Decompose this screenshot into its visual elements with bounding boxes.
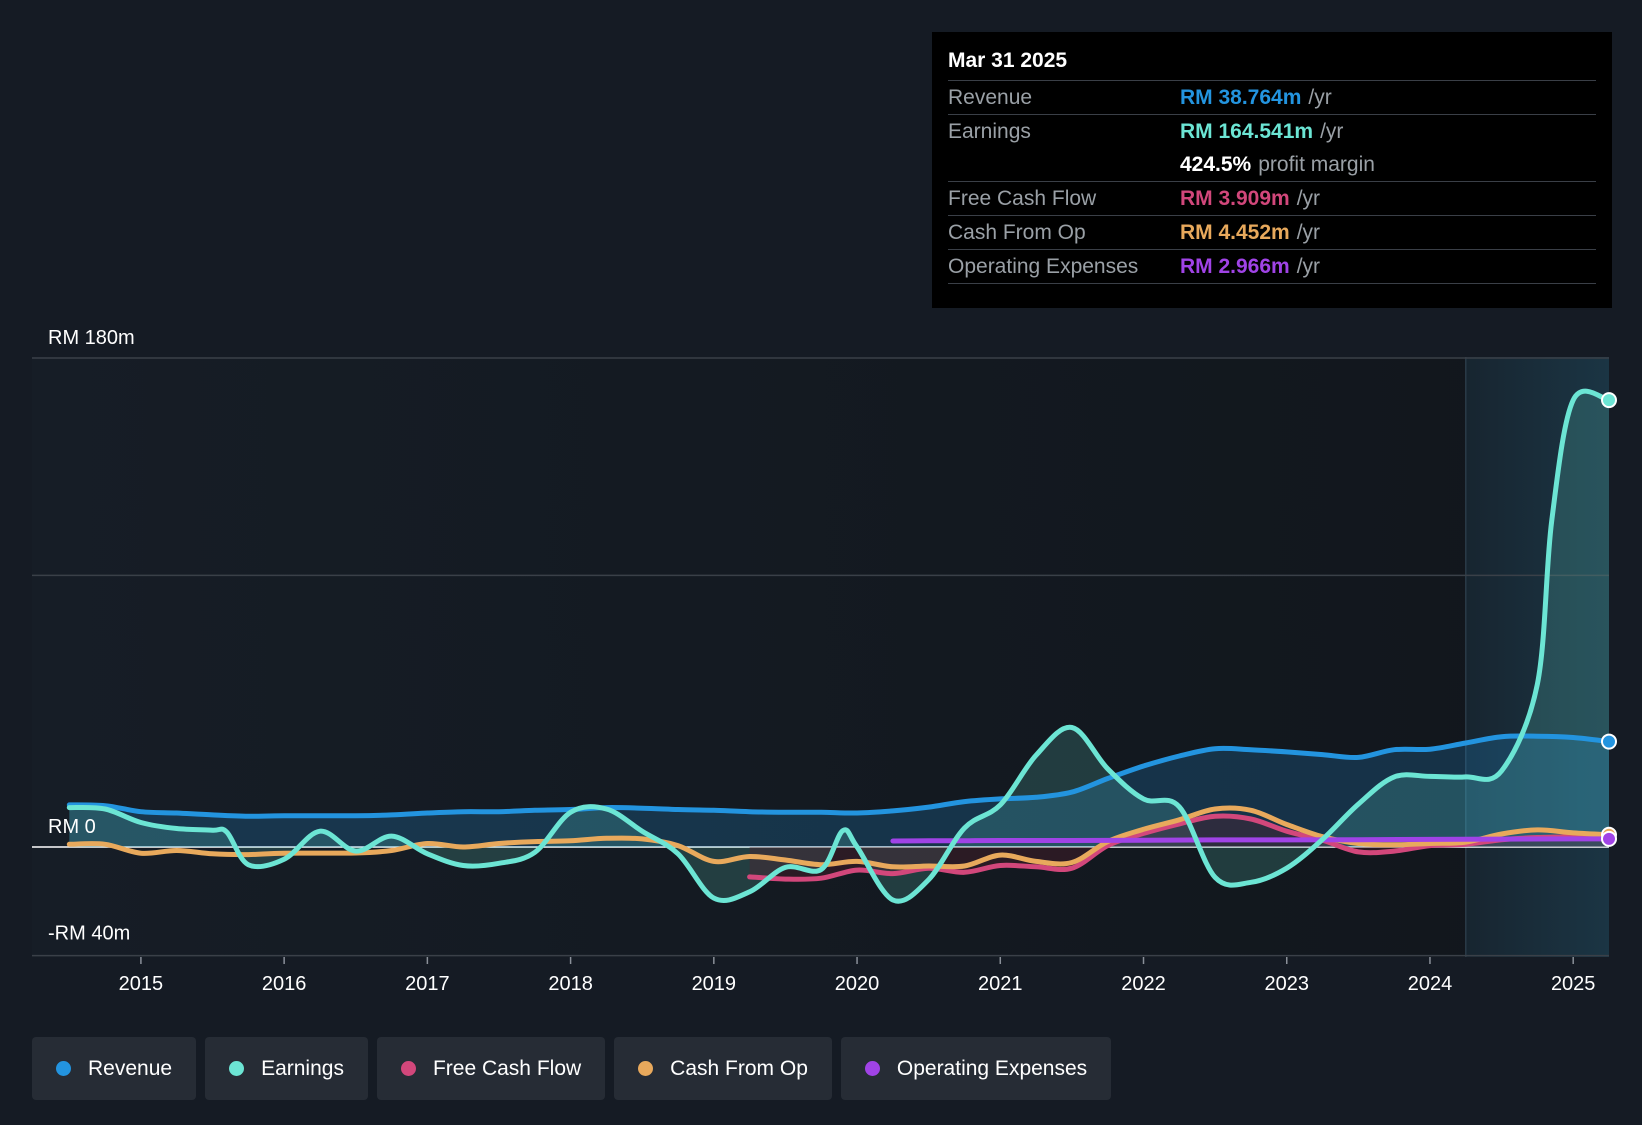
- tooltip-value: RM 164.541m: [1180, 119, 1314, 143]
- chart-legend: Revenue Earnings Free Cash Flow Cash Fro…: [32, 1037, 1112, 1100]
- profit-margin-label: profit margin: [1258, 152, 1375, 176]
- tooltip-unit: /yr: [1296, 220, 1321, 244]
- tooltip-panel: Mar 31 2025 Revenue RM 38.764m /yr Earni…: [932, 32, 1612, 308]
- legend-label: Revenue: [88, 1056, 173, 1080]
- tooltip-date: Mar 31 2025: [948, 46, 1596, 81]
- x-tick-label: 2019: [692, 973, 737, 995]
- x-tick-label: 2022: [1121, 973, 1166, 995]
- series-fill-revenue: [69, 735, 1609, 847]
- tooltip-label: Cash From Op: [948, 220, 1086, 244]
- profit-margin-value: 424.5%: [1180, 152, 1252, 176]
- series-end-dot-revenue: [1601, 733, 1617, 750]
- legend-item-free-cash-flow[interactable]: Free Cash Flow: [376, 1037, 606, 1100]
- tooltip-unit: /yr: [1296, 254, 1321, 278]
- tooltip-unit: /yr: [1320, 119, 1344, 143]
- legend-label: Earnings: [261, 1056, 344, 1080]
- tooltip-unit: /yr: [1308, 85, 1332, 109]
- tooltip-row-cash-from-op: Cash From Op RM 4.452m /yr: [948, 216, 1596, 250]
- y-tick-label: RM 180m: [48, 327, 135, 349]
- legend-dot-icon: [56, 1061, 71, 1076]
- series-end-dot-operating-expenses: [1601, 830, 1617, 847]
- legend-label: Free Cash Flow: [432, 1056, 582, 1080]
- legend-item-cash-from-op[interactable]: Cash From Op: [614, 1037, 832, 1100]
- tooltip-label: Earnings: [948, 119, 1031, 143]
- series-line-earnings: [66, 388, 1612, 904]
- x-tick-label: 2024: [1408, 973, 1453, 995]
- legend-dot-icon: [229, 1061, 245, 1076]
- series-line-operating-expenses: [890, 836, 1612, 844]
- x-tick-label: 2025: [1551, 973, 1596, 995]
- highlight-band: [1465, 357, 1609, 957]
- tooltip-row-free-cash-flow: Free Cash Flow RM 3.909m /yr: [948, 182, 1596, 216]
- series-end-dot-earnings: [1601, 392, 1617, 409]
- x-tick-label: 2017: [405, 973, 450, 995]
- legend-dot-icon: [638, 1061, 654, 1076]
- tooltip-row-operating-expenses: Operating Expenses RM 2.966m /yr: [948, 250, 1596, 284]
- legend-item-revenue[interactable]: Revenue: [32, 1037, 197, 1100]
- legend-dot-icon: [400, 1061, 416, 1076]
- tooltip-value: RM 3.909m: [1180, 186, 1290, 210]
- y-tick-label: RM 0: [48, 816, 96, 838]
- x-tick-label: 2023: [1264, 973, 1309, 995]
- tooltip-label: Free Cash Flow: [948, 186, 1097, 210]
- x-tick-label: 2020: [835, 973, 880, 995]
- x-tick-label: 2018: [548, 973, 593, 995]
- tooltip-row-earnings: Earnings RM 164.541m /yr: [948, 115, 1596, 148]
- x-tick-label: 2016: [262, 973, 307, 995]
- legend-item-earnings[interactable]: Earnings: [205, 1037, 368, 1100]
- tooltip-value: RM 4.452m: [1180, 220, 1290, 244]
- tooltip-unit: /yr: [1296, 186, 1321, 210]
- legend-dot-icon: [864, 1061, 880, 1076]
- tooltip-value: RM 38.764m: [1180, 85, 1302, 109]
- tooltip-row-profit-margin: 424.5% profit margin: [948, 148, 1596, 182]
- tooltip-value: RM 2.966m: [1180, 254, 1290, 278]
- tooltip-row-revenue: Revenue RM 38.764m /yr: [948, 81, 1596, 115]
- x-tick-label: 2021: [978, 973, 1023, 995]
- legend-item-operating-expenses[interactable]: Operating Expenses: [840, 1037, 1112, 1100]
- tooltip-label: Operating Expenses: [948, 254, 1139, 278]
- x-tick-label: 2015: [119, 973, 164, 995]
- legend-label: Operating Expenses: [896, 1056, 1088, 1080]
- plot-background: [32, 357, 1609, 957]
- tooltip-label: Revenue: [948, 85, 1033, 109]
- legend-label: Cash From Op: [670, 1056, 808, 1080]
- y-tick-label: -RM 40m: [48, 923, 130, 945]
- series-line-revenue: [66, 733, 1612, 819]
